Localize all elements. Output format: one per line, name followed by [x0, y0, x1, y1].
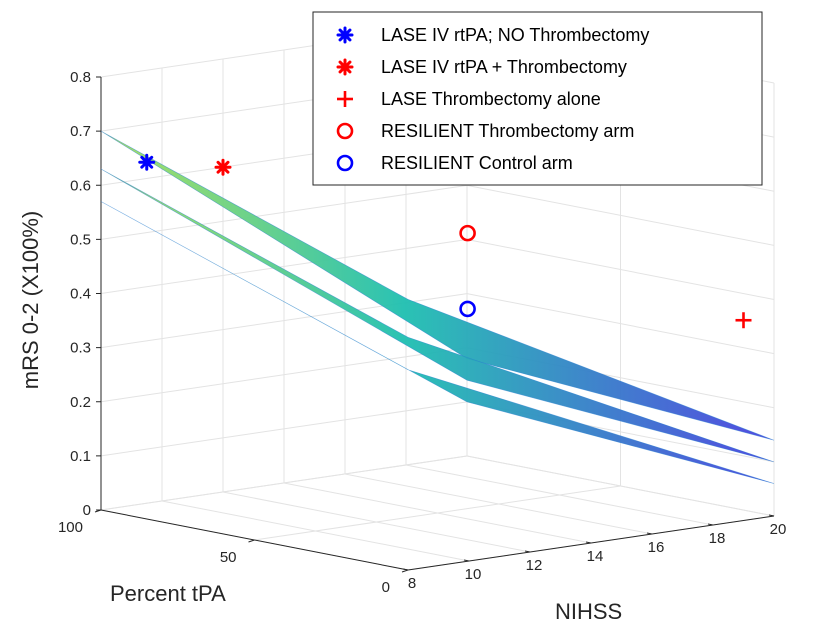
y-tick-label: 0: [382, 579, 390, 596]
x-tick-label: 18: [709, 530, 726, 547]
gridline: [466, 239, 775, 300]
z-tick-label: 0.2: [70, 394, 91, 411]
x-tick-label: 8: [408, 575, 416, 592]
legend-entry-label: LASE Thrombectomy alone: [381, 89, 601, 109]
z-tick-label: 0.6: [70, 177, 91, 194]
axes: [94, 76, 775, 573]
y-tick-label: 100: [58, 519, 83, 536]
x-axis-label: NIHSS: [555, 599, 622, 624]
surface: [100, 201, 775, 484]
asterisk-marker: [214, 158, 232, 176]
gridline: [100, 347, 468, 403]
circle-marker: [336, 122, 354, 140]
gridline: [466, 293, 775, 355]
x-tick-mark: [524, 550, 531, 553]
legend-entry-label: RESILIENT Thrombectomy arm: [381, 121, 634, 141]
z-tick-label: 0.1: [70, 448, 91, 465]
y-tick-mark: [248, 539, 255, 543]
legend-entry-label: LASE IV rtPA + Thrombectomy: [381, 57, 627, 77]
surface: [100, 168, 775, 463]
gridline: [100, 455, 468, 511]
x-tick-label: 10: [465, 566, 482, 583]
x-tick-label: 20: [770, 521, 787, 538]
legend-entry-label: RESILIENT Control arm: [381, 153, 573, 173]
asterisk-marker: [138, 153, 156, 171]
z-tick-label: 0.8: [70, 69, 91, 86]
z-axis-label: mRS 0-2 (X100%): [18, 211, 43, 390]
y-tick-label: 50: [220, 549, 237, 566]
circle-marker: [459, 224, 476, 242]
x-tick-mark: [768, 514, 775, 517]
x-tick-mark: [585, 541, 592, 544]
asterisk-marker: [336, 26, 354, 44]
gridline: [100, 401, 468, 457]
z-tick-label: 0.7: [70, 123, 91, 140]
legend-box: [312, 11, 763, 186]
x-tick-label: 16: [648, 539, 665, 556]
plus-marker: [337, 91, 353, 107]
plus-marker: [735, 312, 752, 329]
tick-labels: 810121416182005010000.10.20.30.40.50.60.…: [58, 69, 786, 596]
x-tick-mark: [707, 523, 714, 526]
x-tick-mark: [646, 532, 653, 535]
gridline: [466, 184, 775, 246]
x-tick-mark: [463, 559, 470, 562]
z-tick-label: 0.4: [70, 286, 91, 303]
gridline: [254, 485, 621, 541]
y-axis-label: Percent tPA: [110, 581, 226, 606]
legend: LASE IV rtPA; NO Thrombectomy LASE IV rtP…: [312, 11, 763, 186]
gridline: [100, 239, 468, 294]
asterisk-marker: [336, 58, 354, 76]
data-markers: [138, 153, 752, 329]
z-tick-label: 0.3: [70, 340, 91, 357]
gridline: [100, 184, 468, 240]
y-tick-mark: [401, 569, 409, 573]
z-tick-label: 0.5: [70, 231, 91, 248]
x-tick-label: 14: [587, 548, 604, 565]
legend-entry-label: LASE IV rtPA; NO Thrombectomy: [381, 25, 649, 45]
circle-marker: [336, 154, 354, 172]
surfaces: [100, 130, 775, 484]
circle-marker: [459, 300, 476, 318]
x-tick-label: 12: [526, 557, 543, 574]
z-tick-label: 0: [83, 502, 91, 519]
